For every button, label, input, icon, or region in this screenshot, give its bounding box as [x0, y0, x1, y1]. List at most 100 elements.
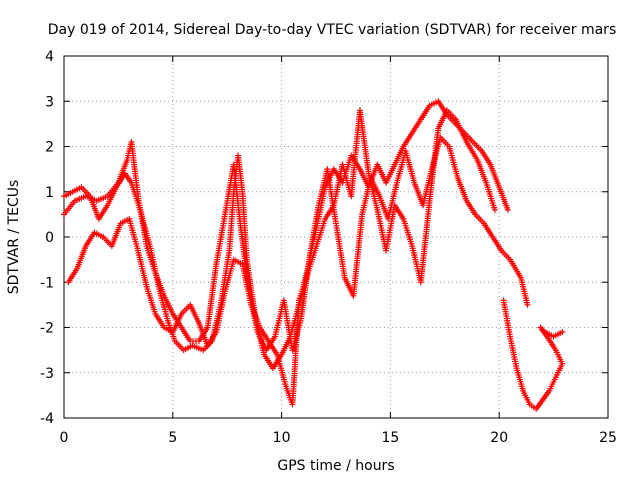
- trace-markers: [420, 168, 435, 207]
- trace-markers: [384, 163, 397, 184]
- trace-markers: [410, 118, 423, 134]
- trace-markers: [357, 109, 372, 175]
- trace-markers: [226, 191, 237, 252]
- trace-markers: [230, 163, 244, 225]
- tick-layer: 0 5 10 15 20 25 -4 -3 -2 -1 0 1 2 3 4: [40, 49, 617, 446]
- trace-markers: [545, 335, 558, 352]
- trace-markers: [445, 109, 457, 121]
- trace-markers: [248, 303, 263, 329]
- trace-markers: [426, 127, 442, 202]
- trace-markers: [496, 186, 511, 211]
- trace-markers: [126, 218, 141, 252]
- trace-markers: [480, 149, 493, 166]
- trace-markers: [222, 258, 237, 293]
- trace-markers: [507, 335, 520, 369]
- trace-markers: [350, 213, 365, 297]
- x-axis-title: GPS time / hours: [277, 458, 394, 474]
- trace-markers: [419, 104, 432, 121]
- trace-markers: [144, 286, 158, 315]
- series-track-2: [61, 134, 531, 354]
- trace-markers: [106, 181, 120, 198]
- trace-markers: [418, 200, 433, 284]
- y-tick-label: -4: [40, 411, 54, 427]
- marks-layer: [61, 98, 566, 412]
- trace-markers: [204, 263, 220, 329]
- x-tick-label: 20: [490, 430, 508, 446]
- trace-markers: [366, 172, 380, 211]
- trace-markers: [84, 231, 97, 248]
- trace-markers: [119, 217, 131, 226]
- trace-markers: [258, 326, 271, 343]
- y-tick-label: -2: [40, 321, 54, 337]
- trace-markers: [392, 145, 406, 166]
- trace-markers: [474, 213, 486, 225]
- trace-markers: [463, 131, 475, 144]
- trace-markers: [439, 136, 451, 148]
- trace-markers: [144, 245, 158, 274]
- trace-markers: [383, 204, 398, 252]
- trace-markers: [539, 326, 546, 333]
- y-axis-title: SDTVAR / TECUs: [6, 180, 22, 295]
- x-tick-label: 5: [168, 430, 177, 446]
- trace-markers: [74, 194, 87, 203]
- trace-markers: [95, 194, 109, 203]
- x-tick-label: 25: [599, 430, 617, 446]
- y-tick-label: -3: [40, 366, 54, 382]
- trace-markers: [62, 199, 77, 216]
- series-track-3: [65, 107, 498, 408]
- trace-markers: [281, 299, 296, 351]
- y-tick-label: 0: [45, 230, 54, 246]
- y-tick-label: 4: [45, 49, 54, 65]
- trace-markers: [97, 204, 110, 220]
- trace-markers: [401, 218, 415, 247]
- trace-markers: [528, 402, 538, 411]
- trace-markers: [547, 376, 558, 392]
- trace-markers: [190, 338, 200, 345]
- trace-markers: [123, 172, 134, 184]
- trace-markers: [483, 181, 498, 211]
- trace-markers: [428, 99, 440, 108]
- trace-markers: [307, 204, 322, 256]
- x-tick-label: 10: [273, 430, 291, 446]
- trace-markers: [182, 343, 194, 352]
- y-tick-label: 3: [45, 94, 54, 110]
- trace-markers: [482, 222, 495, 239]
- trace-markers: [162, 294, 175, 315]
- trace-markers: [213, 290, 228, 333]
- trace-markers: [163, 325, 174, 334]
- trace-markers: [188, 303, 201, 324]
- series-track-4: [500, 297, 566, 412]
- trace-markers: [534, 398, 545, 411]
- trace-markers: [385, 181, 400, 220]
- trace-markers: [289, 299, 302, 406]
- trace-markers: [500, 249, 512, 261]
- trace-markers: [63, 189, 74, 199]
- trace-markers: [518, 276, 530, 306]
- trace-markers: [464, 199, 478, 216]
- trace-markers: [514, 367, 526, 392]
- trace-markers: [239, 191, 250, 261]
- trace-markers: [348, 109, 363, 198]
- trace-markers: [71, 185, 83, 194]
- trace-markers: [323, 204, 336, 220]
- trace-markers: [490, 235, 504, 252]
- y-tick-label: -1: [40, 275, 54, 291]
- trace-markers: [553, 362, 565, 379]
- trace-markers: [196, 322, 210, 347]
- trace-markers: [508, 258, 523, 279]
- trace-markers: [544, 330, 555, 339]
- trace-markers: [455, 177, 469, 202]
- trace-markers: [401, 131, 414, 148]
- trace-markers: [314, 218, 328, 247]
- trace-markers: [66, 267, 79, 284]
- trace-markers: [84, 194, 98, 203]
- trace-markers: [213, 213, 228, 265]
- trace-markers: [191, 343, 205, 353]
- trace-markers: [266, 340, 280, 356]
- trace-markers: [500, 299, 513, 338]
- trace-markers: [445, 113, 457, 126]
- trace-markers: [471, 140, 484, 153]
- trace-markers: [109, 222, 123, 247]
- trace-markers: [179, 326, 192, 343]
